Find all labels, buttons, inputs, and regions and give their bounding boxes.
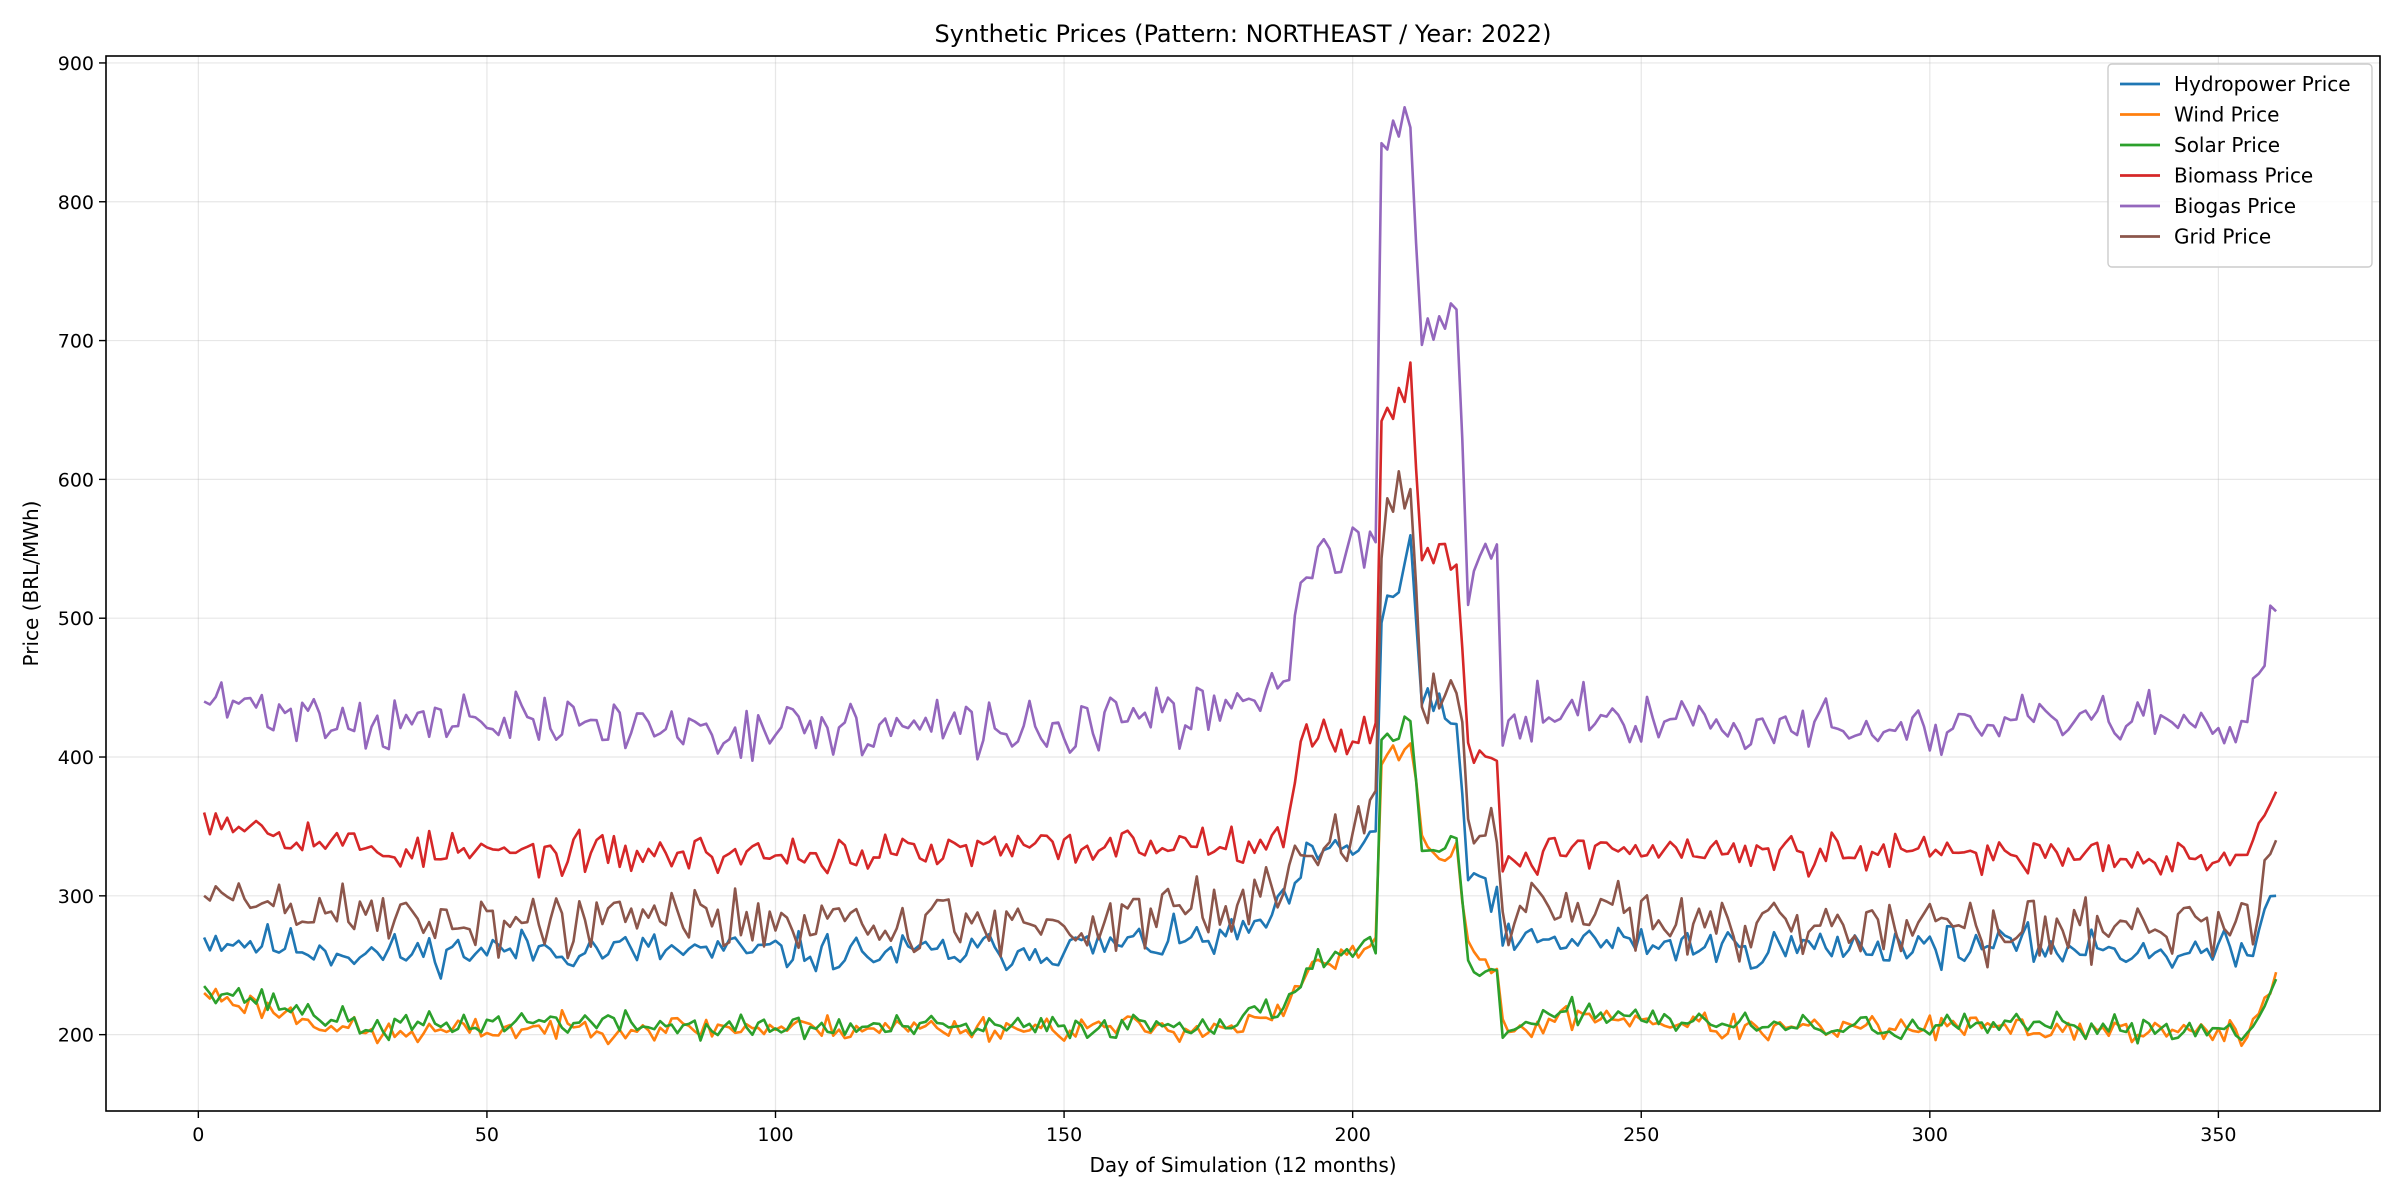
x-axis-label: Day of Simulation (12 months): [1089, 1153, 1396, 1177]
y-tick-label: 200: [58, 1025, 94, 1047]
series-line-2: [203, 742, 2278, 1048]
y-tick-label: 600: [58, 469, 94, 491]
series-line-4: [202, 361, 2278, 879]
axis-ticks: 0 50 100 150 200 250 300 350 200 300 400 500 600 700 8…: [58, 53, 2237, 1146]
series-line-6: [203, 469, 2278, 969]
y-axis-label: Price (BRL/MWh): [19, 501, 43, 667]
chart-title: Synthetic Prices (Pattern: NORTHEAST / Y…: [935, 20, 1552, 48]
plot-frame: [105, 55, 2381, 1112]
x-tick-label: 100: [757, 1124, 793, 1146]
legend-entry: Biomass Price: [2174, 164, 2313, 188]
legend: Hydropower Price Wind Price Solar Price Bio…: [2107, 63, 2373, 268]
y-tick-label: 400: [58, 747, 94, 769]
legend-entry: Biogas Price: [2174, 194, 2296, 218]
legend-entry: Grid Price: [2174, 225, 2271, 249]
legend-entry: Solar Price: [2174, 133, 2280, 157]
legend-entry: Hydropower Price: [2174, 72, 2351, 96]
y-tick-label: 700: [58, 331, 94, 353]
x-tick-label: 200: [1335, 1124, 1371, 1146]
x-tick-label: 350: [2200, 1124, 2236, 1146]
legend-entry: Wind Price: [2174, 103, 2279, 127]
series-line-5: [203, 106, 2278, 763]
series-line-1: [202, 533, 2277, 980]
x-tick-label: 50: [475, 1124, 499, 1146]
y-tick-label: 500: [58, 608, 94, 630]
y-tick-label: 300: [58, 886, 94, 908]
x-tick-label: 250: [1623, 1124, 1659, 1146]
legend-box: [2107, 63, 2373, 268]
y-tick-label: 900: [58, 53, 94, 75]
x-tick-label: 300: [1912, 1124, 1948, 1146]
series-line-3: [203, 715, 2278, 1045]
x-tick-label: 150: [1046, 1124, 1082, 1146]
y-tick-label: 800: [58, 192, 94, 214]
x-tick-label: 0: [192, 1124, 204, 1146]
grid-lines: [106, 56, 2380, 1111]
series-lines: [202, 106, 2278, 1048]
